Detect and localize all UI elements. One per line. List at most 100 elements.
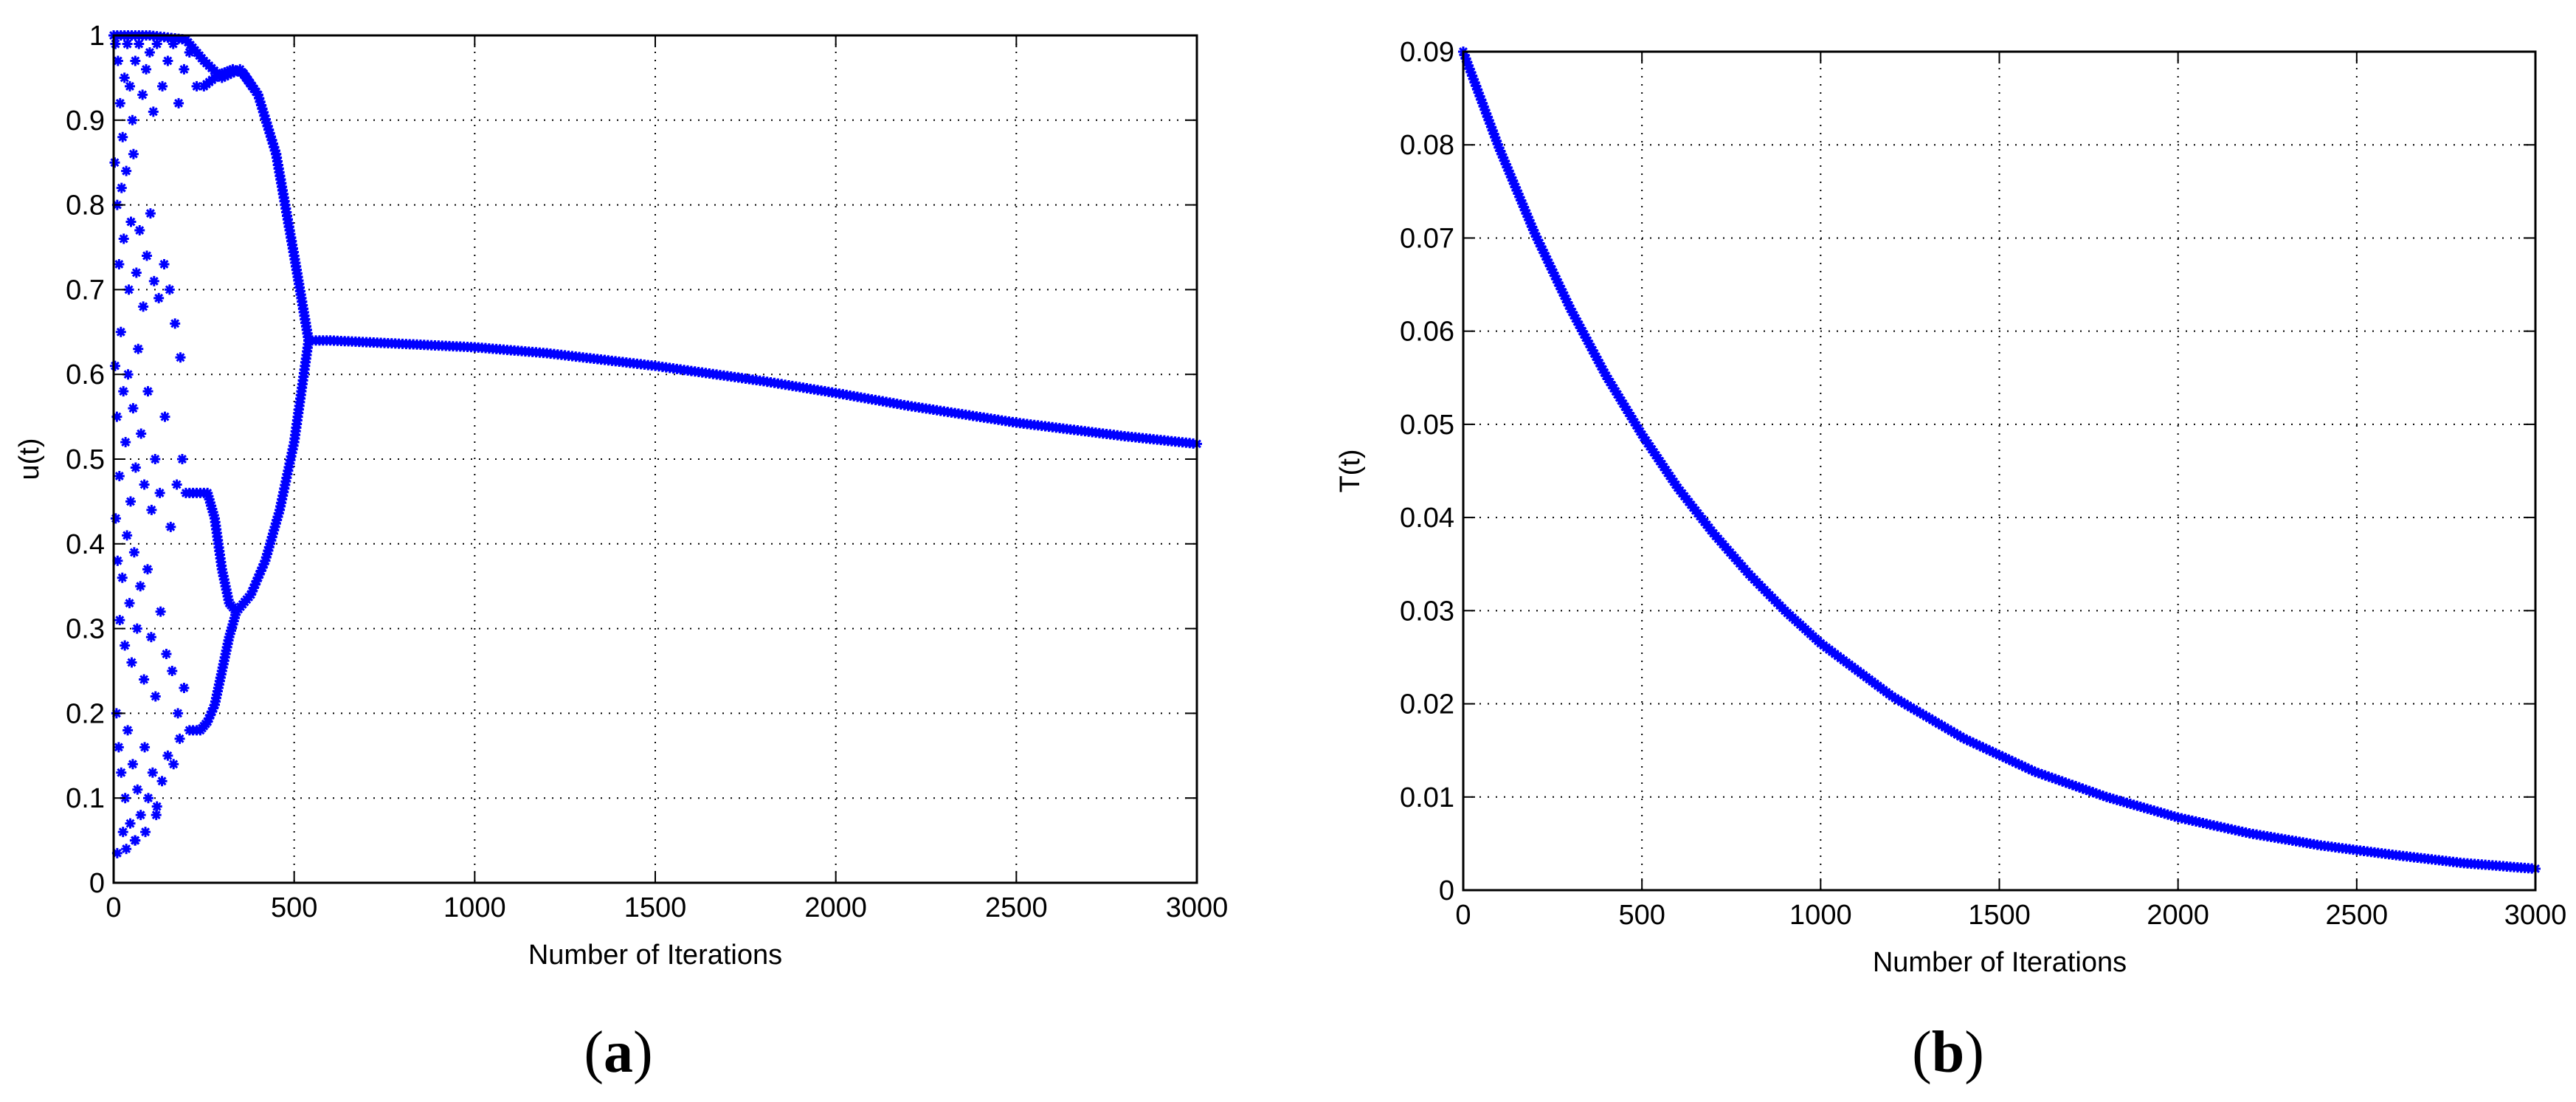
scatter-point (151, 801, 162, 812)
data-point (2000, 753, 2012, 764)
data-point (2013, 759, 2024, 770)
scatter-point (139, 479, 150, 490)
y-tick-label: 1 (89, 21, 105, 52)
y-tick-label: 0.7 (66, 275, 105, 306)
scatter-point (121, 165, 132, 176)
scatter-point (116, 182, 127, 193)
scatter-point (110, 38, 121, 49)
data-point (1516, 195, 1527, 206)
grid-b (1463, 52, 2535, 890)
scatter-point (131, 623, 142, 634)
x-tick-label: 1000 (1789, 900, 1852, 931)
scatter-point (134, 225, 145, 236)
data-point (1478, 101, 1489, 112)
scatter-point (148, 275, 159, 286)
scatter-point (112, 555, 123, 566)
data-point (1505, 168, 1516, 179)
data-point (1479, 104, 1491, 115)
y-tick-label: 0.02 (1400, 689, 1454, 720)
data-point (2033, 768, 2044, 779)
data-point (1494, 142, 1505, 154)
scatter-point (113, 742, 124, 753)
scatter-point (116, 767, 127, 778)
data-point (2054, 775, 2065, 786)
data-point (1508, 179, 1519, 190)
data-point (1490, 132, 1501, 143)
scatter-point (175, 352, 186, 363)
scatter-point (146, 504, 157, 515)
scatter-point (155, 606, 166, 617)
scatter-point (168, 759, 179, 770)
x-axis-label-a: Number of Iterations (528, 940, 782, 971)
data-marks-a (108, 30, 1202, 858)
data-point (257, 562, 268, 573)
data-point (1459, 49, 1470, 61)
data-point (1975, 740, 1986, 751)
data-point (1506, 172, 1517, 183)
y-tick-label: 0.03 (1400, 596, 1454, 627)
data-point (2073, 782, 2085, 793)
scatter-point (123, 284, 134, 295)
y-tick-label: 0.6 (66, 359, 105, 390)
scatter-point (142, 793, 153, 804)
scatter-point (128, 547, 139, 558)
data-point (1528, 224, 1539, 235)
data-point (1991, 748, 2002, 759)
y-tick-label: 0.07 (1400, 223, 1454, 254)
data-point (1540, 251, 1551, 262)
scatter-point (117, 572, 128, 583)
data-point (2050, 774, 2061, 785)
scatter-point (139, 674, 150, 685)
data-point (1964, 736, 1975, 747)
scatter-point (141, 63, 152, 75)
data-point (2023, 763, 2034, 774)
data-point (231, 606, 242, 617)
data-point (1468, 74, 1479, 85)
data-point (251, 576, 262, 587)
y-tick-label: 0.9 (66, 106, 105, 137)
x-tick-label: 3000 (1166, 892, 1229, 923)
x-ticks-a: 0 500 1000 1500 2000 2500 3000 (106, 35, 1228, 923)
scatter-point (168, 38, 179, 49)
scatter-point (131, 267, 142, 278)
scatter-point (121, 844, 132, 855)
scatter-point (162, 55, 173, 66)
scatter-point (167, 666, 178, 676)
caption-open-a: ( (584, 1020, 604, 1085)
scatter-point (179, 63, 190, 75)
data-point (1551, 274, 1562, 285)
scatter-point (171, 479, 182, 490)
data-point (1495, 145, 1506, 156)
scatter-point (109, 360, 120, 371)
scatter-point (159, 258, 170, 269)
data-point (258, 559, 269, 570)
scatter-point (114, 615, 125, 626)
data-point (1544, 261, 1555, 272)
x-tick-label: 1000 (443, 892, 506, 923)
data-point (1460, 53, 1471, 64)
x-tick-label: 1500 (624, 892, 687, 923)
data-point (1485, 118, 1496, 129)
y-tick-label: 0 (89, 868, 105, 899)
scatter-point (156, 776, 168, 787)
data-point (1530, 231, 1541, 242)
x-ticks-b: 0 500 1000 1500 2000 2500 3000 (1455, 52, 2566, 931)
scatter-point (125, 496, 136, 507)
data-point (1472, 84, 1483, 95)
data-point (2064, 778, 2075, 789)
data-point (1536, 241, 1547, 252)
y-tick-label: 0.3 (66, 614, 105, 645)
scatter-point (137, 89, 148, 100)
data-point (255, 565, 266, 576)
scatter-point (140, 827, 151, 838)
scatter-point (114, 97, 125, 109)
chart-panel-a: 0 500 1000 1500 2000 2500 3000 0 0.1 0.2 0.3 0.4 0.… (14, 21, 1228, 1085)
x-tick-label: 0 (1455, 900, 1471, 931)
caption-close-a: ) (633, 1020, 653, 1085)
scatter-point (165, 521, 176, 532)
scatter-point (122, 725, 134, 736)
scatter-point (130, 835, 141, 846)
y-tick-label: 0.01 (1400, 782, 1454, 813)
x-tick-label: 2500 (985, 892, 1048, 923)
